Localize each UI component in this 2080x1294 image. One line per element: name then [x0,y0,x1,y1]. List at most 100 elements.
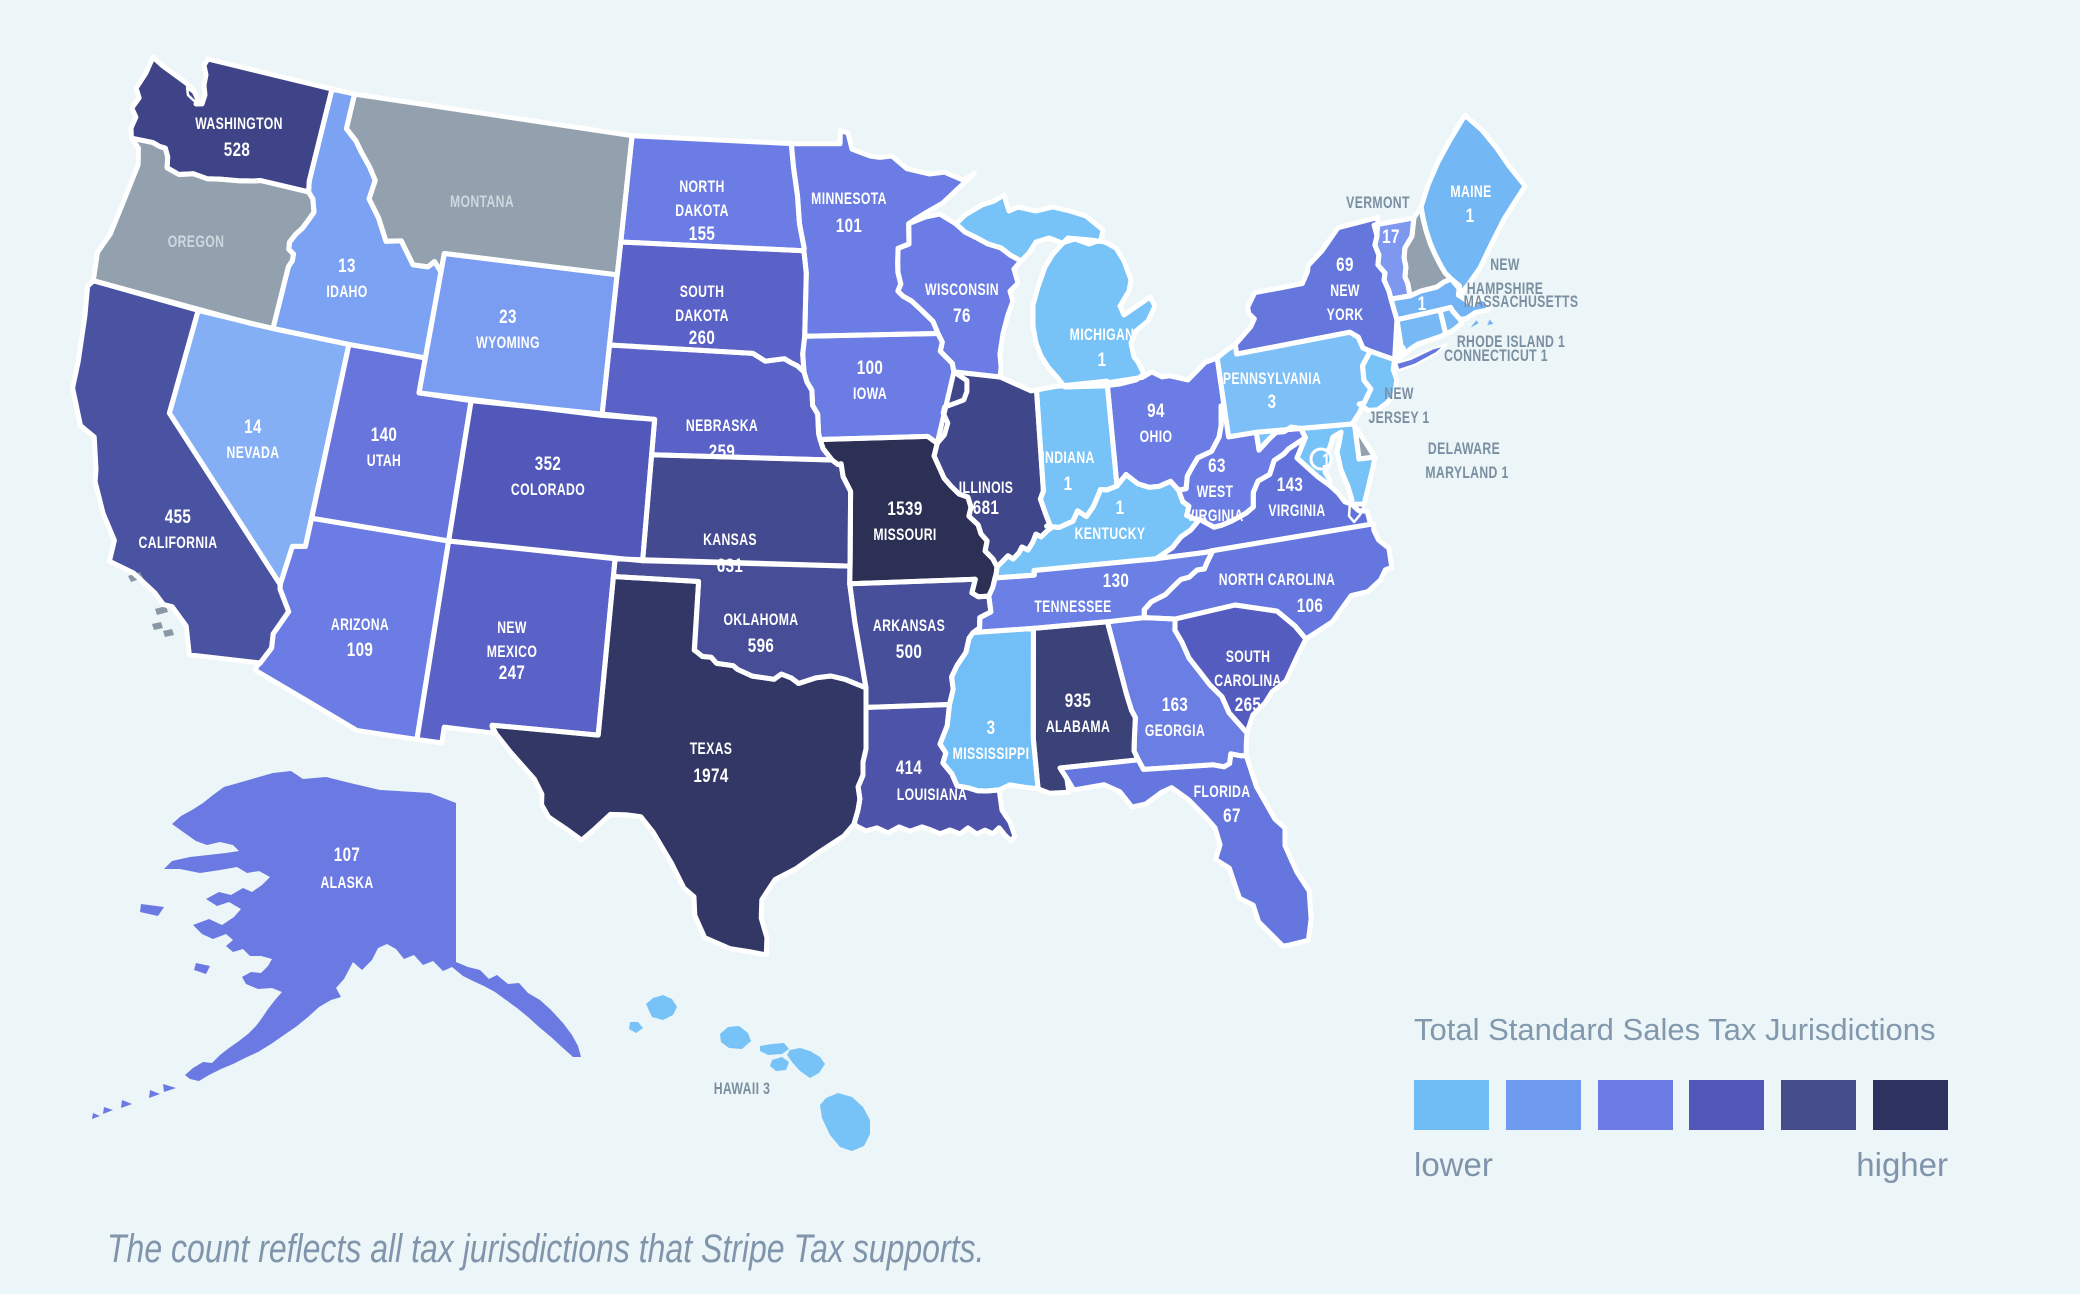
svg-text:NORTH: NORTH [679,178,724,196]
svg-text:OHIO: OHIO [1140,428,1173,446]
svg-text:3: 3 [987,716,996,738]
svg-text:247: 247 [499,661,526,683]
svg-text:WASHINGTON: WASHINGTON [195,115,283,133]
svg-text:101: 101 [836,214,863,236]
svg-text:SOUTH: SOUTH [1226,648,1271,666]
svg-text:KANSAS: KANSAS [703,531,757,549]
svg-text:69: 69 [1336,253,1354,275]
svg-text:155: 155 [689,222,716,244]
svg-text:100: 100 [857,356,884,378]
svg-text:FLORIDA: FLORIDA [1194,783,1251,801]
svg-text:455: 455 [165,505,192,527]
svg-text:VIRGINIA: VIRGINIA [1268,502,1325,520]
svg-text:MARYLAND 1: MARYLAND 1 [1425,464,1508,482]
svg-text:MICHIGAN: MICHIGAN [1070,326,1135,344]
svg-text:HAMPSHIRE: HAMPSHIRE [1467,280,1544,298]
svg-text:CAROLINA: CAROLINA [1214,672,1281,690]
svg-text:WEST: WEST [1197,483,1234,501]
svg-text:163: 163 [1162,693,1189,715]
svg-text:76: 76 [953,304,971,326]
svg-text:DAKOTA: DAKOTA [675,202,729,220]
svg-text:106: 106 [1297,594,1324,616]
svg-text:107: 107 [334,843,361,865]
svg-text:17: 17 [1382,225,1400,247]
svg-text:NEW: NEW [1384,385,1414,403]
svg-text:ARIZONA: ARIZONA [331,616,389,634]
svg-text:MONTANA: MONTANA [450,193,514,211]
svg-text:VIRGINIA: VIRGINIA [1186,507,1243,525]
svg-text:265: 265 [1235,693,1262,715]
svg-text:1: 1 [1418,292,1427,314]
svg-text:MEXICO: MEXICO [487,643,537,661]
svg-text:NORTH CAROLINA: NORTH CAROLINA [1219,571,1335,589]
svg-text:681: 681 [973,496,1000,518]
svg-text:3: 3 [1268,390,1277,412]
svg-text:ILLINOIS: ILLINOIS [959,479,1014,497]
svg-text:SOUTH: SOUTH [680,283,725,301]
svg-text:414: 414 [896,756,923,778]
svg-text:MINNESOTA: MINNESOTA [811,190,887,208]
svg-text:935: 935 [1065,689,1092,711]
svg-text:1: 1 [1064,472,1073,494]
svg-text:ARKANSAS: ARKANSAS [873,617,945,635]
svg-text:63: 63 [1208,454,1226,476]
svg-text:YORK: YORK [1327,306,1364,324]
svg-text:higher: higher [1856,1146,1948,1183]
svg-text:109: 109 [347,638,374,660]
svg-text:OREGON: OREGON [168,233,225,251]
svg-text:1: 1 [1322,449,1331,471]
svg-text:MASSACHUSETTS: MASSACHUSETTS [1464,293,1579,311]
svg-text:13: 13 [338,254,356,276]
svg-text:RHODE ISLAND 1: RHODE ISLAND 1 [1457,333,1565,351]
svg-text:23: 23 [499,305,517,327]
svg-text:MAINE: MAINE [1450,183,1491,201]
svg-text:The count reflects all tax jur: The count reflects all tax jurisdictions… [107,1226,984,1271]
svg-text:67: 67 [1223,804,1241,826]
svg-text:528: 528 [224,138,251,160]
svg-text:Total Standard Sales Tax Juris: Total Standard Sales Tax Jurisdictions [1414,1012,1936,1047]
svg-text:130: 130 [1103,569,1130,591]
svg-text:DAKOTA: DAKOTA [675,307,729,325]
svg-text:CALIFORNIA: CALIFORNIA [138,534,217,552]
svg-text:1: 1 [1116,496,1125,518]
svg-text:WYOMING: WYOMING [476,334,540,352]
svg-text:260: 260 [689,326,716,348]
svg-text:94: 94 [1147,399,1165,421]
svg-text:CONNECTICUT 1: CONNECTICUT 1 [1444,347,1548,365]
svg-text:COLORADO: COLORADO [511,481,585,499]
svg-text:VERMONT: VERMONT [1346,194,1410,212]
svg-text:WISCONSIN: WISCONSIN [925,281,999,299]
svg-text:DELAWARE: DELAWARE [1428,440,1500,458]
svg-text:OKLAHOMA: OKLAHOMA [724,611,799,629]
svg-text:LOUISIANA: LOUISIANA [897,786,967,804]
svg-text:lower: lower [1414,1146,1493,1183]
svg-text:PENNSYLVANIA: PENNSYLVANIA [1223,370,1321,388]
svg-text:KENTUCKY: KENTUCKY [1075,525,1146,543]
svg-text:NEW: NEW [497,619,527,637]
svg-text:NEW: NEW [1490,256,1520,274]
svg-text:1: 1 [1466,204,1475,226]
svg-text:1: 1 [1098,348,1107,370]
svg-text:NEVADA: NEVADA [227,444,280,462]
svg-text:1539: 1539 [887,497,922,519]
svg-text:GEORGIA: GEORGIA [1145,722,1205,740]
svg-text:596: 596 [748,634,775,656]
svg-text:IOWA: IOWA [853,385,887,403]
svg-text:TEXAS: TEXAS [690,740,733,758]
svg-text:ALASKA: ALASKA [320,874,373,892]
svg-text:143: 143 [1277,473,1304,495]
svg-text:14: 14 [244,415,262,437]
svg-text:500: 500 [896,640,923,662]
svg-text:MISSISSIPPI: MISSISSIPPI [953,745,1030,763]
svg-text:NEBRASKA: NEBRASKA [686,417,758,435]
svg-text:IDAHO: IDAHO [326,283,367,301]
svg-text:NEW: NEW [1330,282,1360,300]
svg-text:ALABAMA: ALABAMA [1046,718,1110,736]
svg-text:631: 631 [717,554,744,576]
svg-text:352: 352 [535,452,562,474]
svg-text:140: 140 [371,423,398,445]
svg-text:UTAH: UTAH [367,452,401,470]
svg-text:HAWAII 3: HAWAII 3 [714,1080,771,1098]
svg-text:259: 259 [709,440,736,462]
svg-text:TENNESSEE: TENNESSEE [1034,598,1111,616]
